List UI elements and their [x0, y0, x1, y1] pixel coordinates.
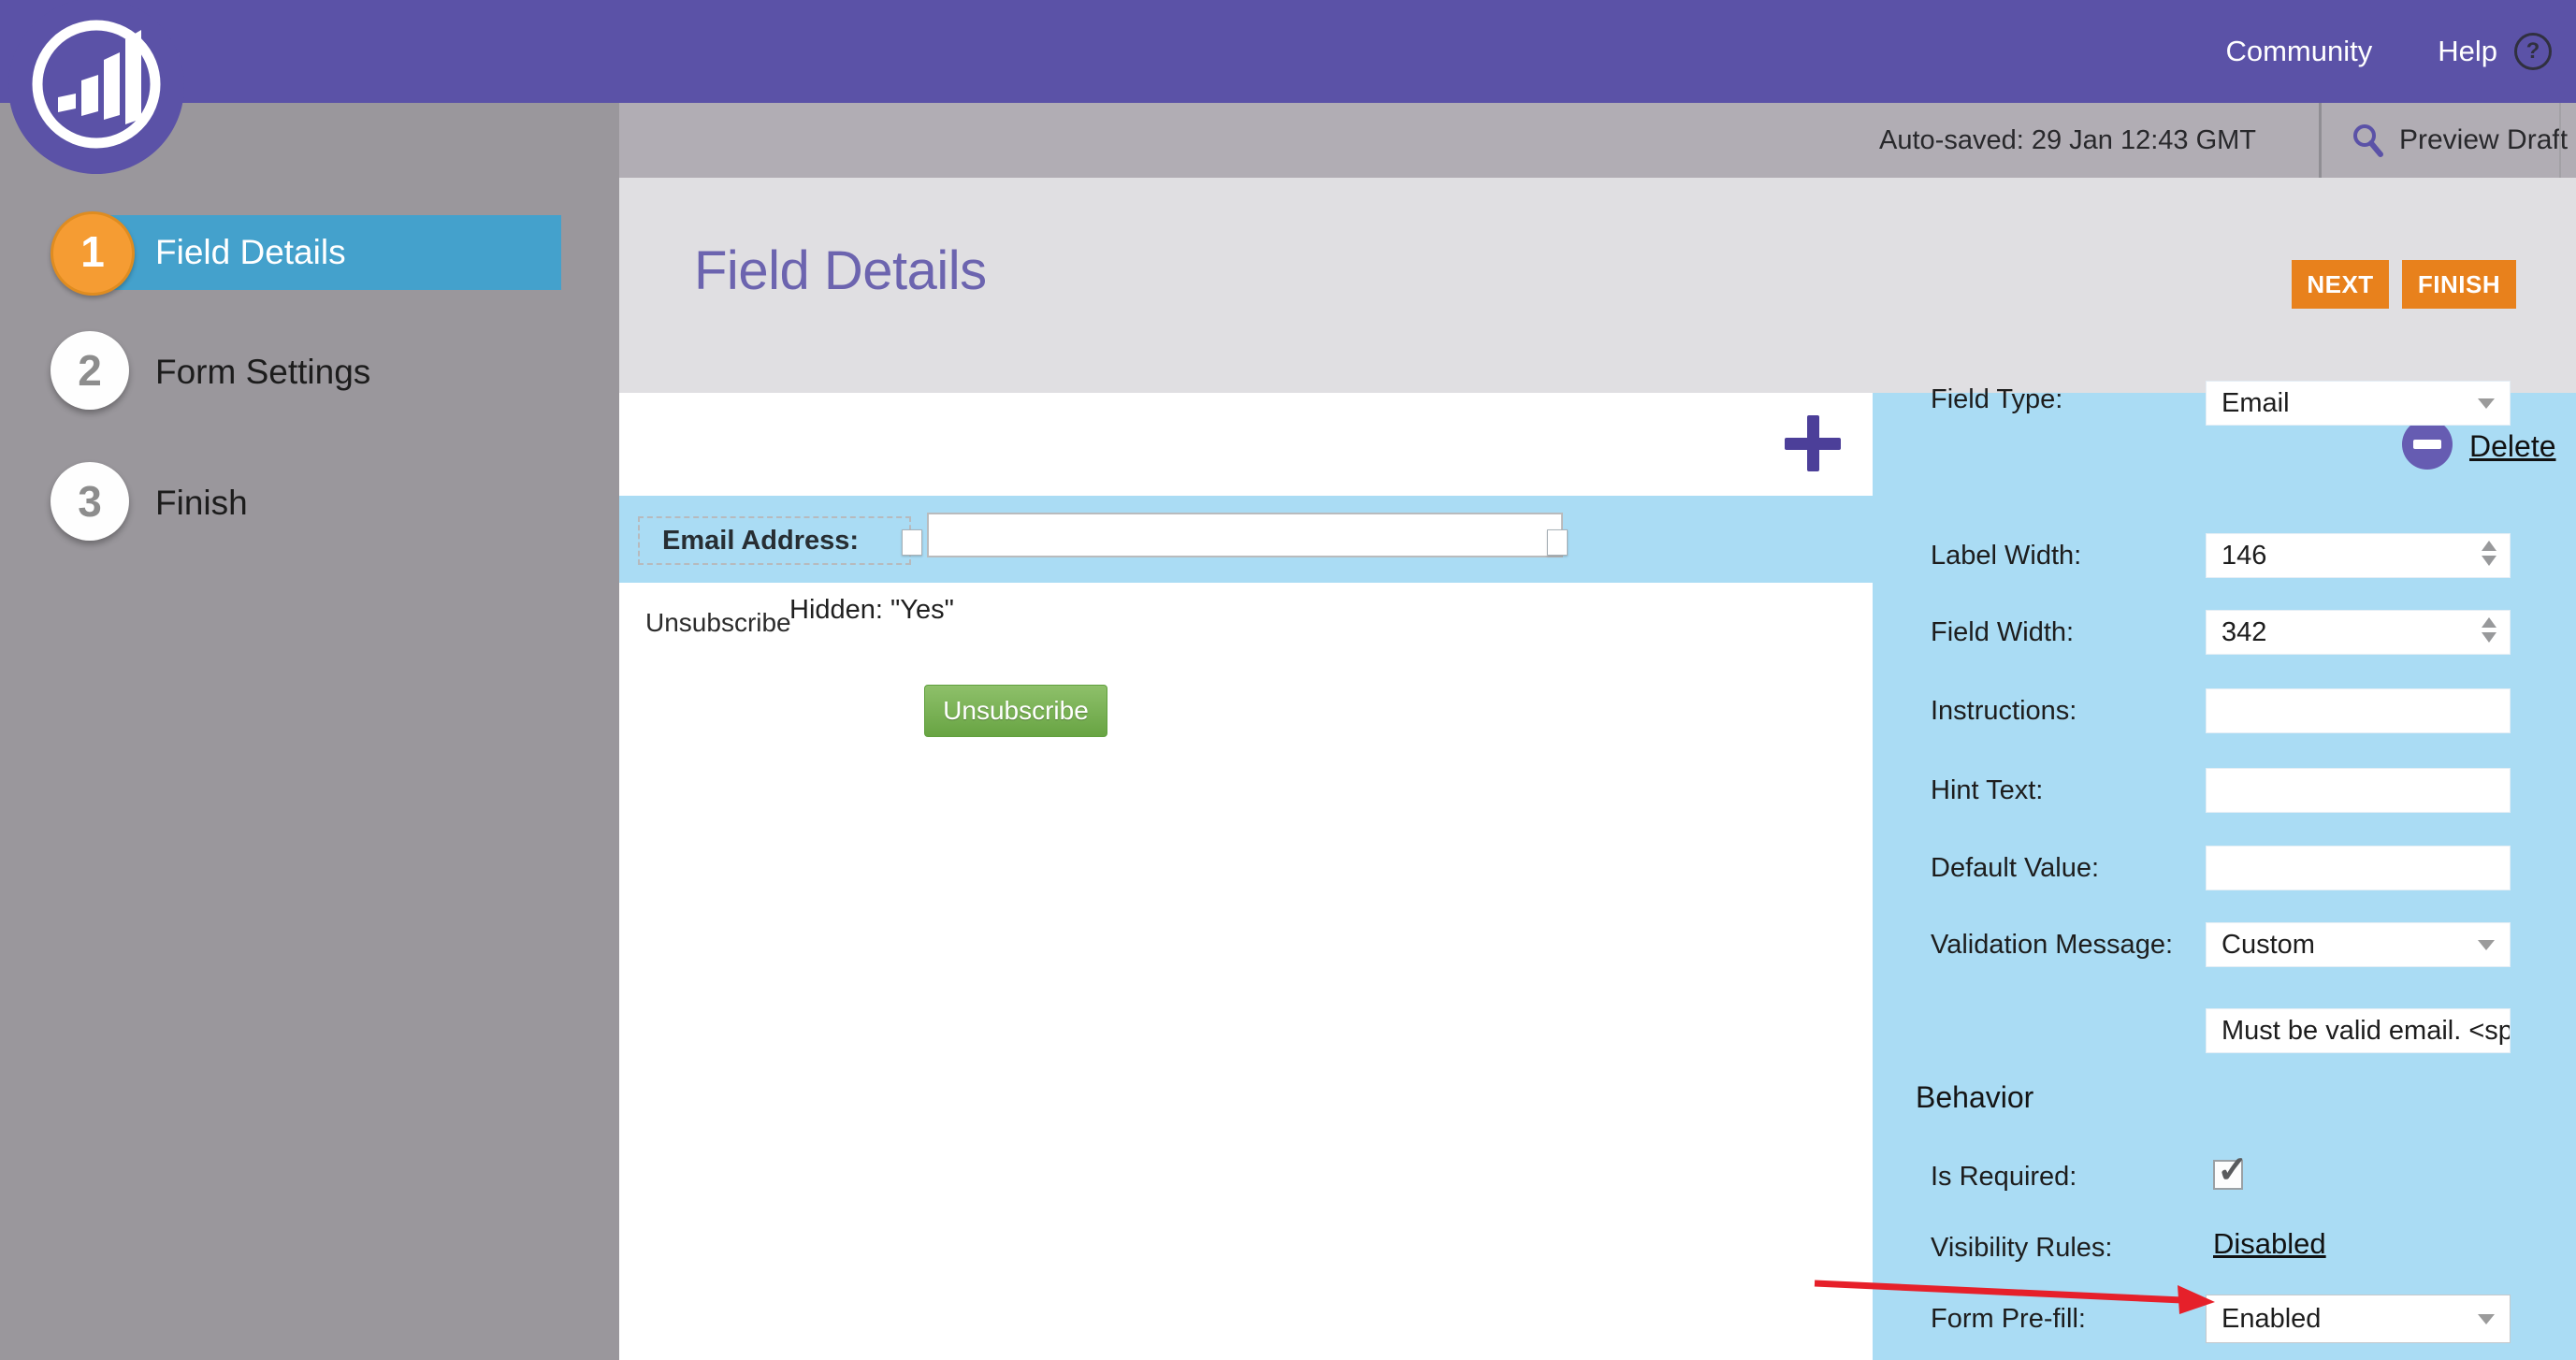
field-properties-panel: Delete Field Type: Email Label Width: Fi…	[1873, 381, 2576, 1360]
app-header	[0, 0, 2576, 103]
unsubscribe-submit-button[interactable]: Unsubscribe	[924, 685, 1107, 737]
resize-handle-right[interactable]	[1547, 529, 1568, 556]
chevron-down-icon	[2478, 940, 2495, 950]
nav-community-link[interactable]: Community	[2225, 35, 2373, 67]
marketo-logo-icon	[8, 0, 184, 174]
stepper-up-icon[interactable]	[2482, 541, 2496, 551]
field-label: Email Address:	[662, 526, 860, 556]
hint-text-input[interactable]	[2207, 769, 2510, 812]
toolbar-divider	[2319, 103, 2322, 178]
label-width-input[interactable]	[2207, 534, 2510, 577]
form-prefill-label: Form Pre-fill:	[1931, 1304, 2086, 1334]
checkmark-icon: ✓	[2217, 1150, 2249, 1191]
custom-validation-field[interactable]	[2206, 1008, 2511, 1053]
preview-draft-button[interactable]: Preview Draft	[2349, 103, 2568, 178]
sidebar-item-finish[interactable]: Finish	[155, 484, 248, 522]
field-type-label: Field Type:	[1931, 384, 2063, 414]
default-value-field[interactable]	[2206, 846, 2511, 890]
field-width-input[interactable]	[2207, 611, 2510, 654]
visibility-rules-label: Visibility Rules:	[1931, 1233, 2113, 1263]
hidden-field-name[interactable]: Unsubscribe	[645, 608, 791, 637]
is-required-checkbox[interactable]: ✓	[2213, 1150, 2249, 1191]
field-type-select[interactable]: Email	[2206, 381, 2511, 426]
field-width-label: Field Width:	[1931, 617, 2075, 647]
magnifier-icon	[2353, 124, 2383, 157]
field-type-value: Email	[2221, 388, 2290, 418]
sidebar-item-field-details-label[interactable]: Field Details	[155, 233, 346, 271]
selected-field-row[interactable]: Email Address:	[619, 496, 1873, 583]
steps-sidebar: 1 Field Details 2 Form Settings 3 Finish	[0, 103, 619, 1360]
field-label-drag-box[interactable]: Email Address:	[638, 516, 911, 565]
label-width-stepper[interactable]	[2206, 533, 2511, 578]
stepper-arrows-icon[interactable]	[2482, 617, 2496, 643]
chevron-down-icon	[2478, 1314, 2495, 1324]
form-prefill-select[interactable]: Enabled	[2206, 1295, 2511, 1343]
sidebar-item-form-settings[interactable]: Form Settings	[155, 353, 371, 391]
section-heading: Field Details	[694, 240, 987, 301]
delete-field-link[interactable]: Delete	[2469, 429, 2556, 463]
custom-validation-input[interactable]	[2207, 1009, 2510, 1052]
add-field-icon[interactable]	[1785, 415, 1841, 471]
visibility-rules-link[interactable]: Disabled	[2213, 1227, 2326, 1260]
field-type-row: Field Type: Email	[1873, 381, 2576, 426]
hidden-field-note: Hidden: "Yes"	[789, 595, 954, 625]
field-width-stepper[interactable]	[2206, 610, 2511, 655]
default-value-label: Default Value:	[1931, 853, 2100, 883]
default-value-input[interactable]	[2207, 846, 2510, 890]
toolbar-divider	[2559, 103, 2561, 178]
nav-help-link[interactable]: Help	[2438, 35, 2497, 67]
sidebar-item-field-details[interactable]	[77, 215, 561, 290]
hint-text-label: Hint Text:	[1931, 775, 2044, 805]
chevron-down-icon	[2478, 398, 2495, 409]
instructions-label: Instructions:	[1931, 696, 2077, 726]
finish-button[interactable]: FINISH	[2402, 260, 2516, 309]
label-width-label: Label Width:	[1931, 541, 2082, 571]
form-canvas: Email Address: Unsubscribe Hidden: "Yes"…	[619, 393, 1873, 1360]
is-required-label: Is Required:	[1931, 1162, 2077, 1192]
step-1-badge: 1	[51, 211, 135, 296]
step-2-badge: 2	[51, 331, 129, 410]
autosave-status: Auto-saved: 29 Jan 12:43 GMT	[1879, 125, 2256, 155]
stepper-down-icon[interactable]	[2482, 632, 2496, 643]
delete-field-icon[interactable]	[2402, 419, 2453, 470]
page-header-band: Field Details NEXT FINISH	[619, 178, 2576, 393]
validation-message-select[interactable]: Custom	[2206, 922, 2511, 967]
resize-handle-left[interactable]	[902, 529, 922, 556]
step-3-badge: 3	[51, 462, 129, 541]
preview-draft-label: Preview Draft	[2399, 124, 2569, 155]
header-nav: Community Help ?	[2225, 0, 2552, 103]
toolbar: Auto-saved: 29 Jan 12:43 GMT Preview Dra…	[619, 103, 2576, 178]
stepper-up-icon[interactable]	[2482, 617, 2496, 628]
email-address-input[interactable]	[927, 513, 1563, 557]
next-button[interactable]: NEXT	[2292, 260, 2389, 309]
stepper-arrows-icon[interactable]	[2482, 541, 2496, 566]
form-prefill-value: Enabled	[2221, 1304, 2322, 1334]
hint-text-field[interactable]	[2206, 768, 2511, 813]
stepper-down-icon[interactable]	[2482, 556, 2496, 566]
instructions-field[interactable]	[2206, 688, 2511, 733]
validation-message-label: Validation Message:	[1931, 930, 2174, 960]
validation-message-value: Custom	[2221, 930, 2315, 960]
help-icon[interactable]: ?	[2514, 33, 2552, 70]
instructions-input[interactable]	[2207, 689, 2510, 732]
behavior-section-heading: Behavior	[1916, 1080, 2034, 1114]
